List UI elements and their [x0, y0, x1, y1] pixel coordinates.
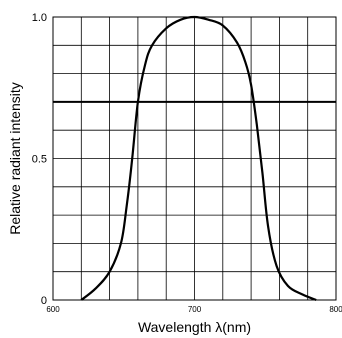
y-axis-label: Relative radiant intensity — [7, 82, 23, 235]
x-tick-label: 800 — [329, 305, 342, 314]
intensity-curve — [80, 15, 317, 302]
y-tick-label: 1.0 — [32, 12, 47, 24]
x-tick-label: 600 — [46, 305, 60, 314]
x-axis-label: Wavelength λ(nm) — [138, 319, 251, 335]
x-tick-label: 700 — [188, 305, 202, 314]
y-tick-label: 0.5 — [32, 154, 47, 166]
chart-grid — [53, 17, 336, 300]
x-tick-labels: 600 700 800 — [46, 305, 342, 314]
y-tick-label: 0 — [41, 295, 47, 307]
y-tick-labels: 0 0.5 1.0 — [32, 12, 47, 307]
